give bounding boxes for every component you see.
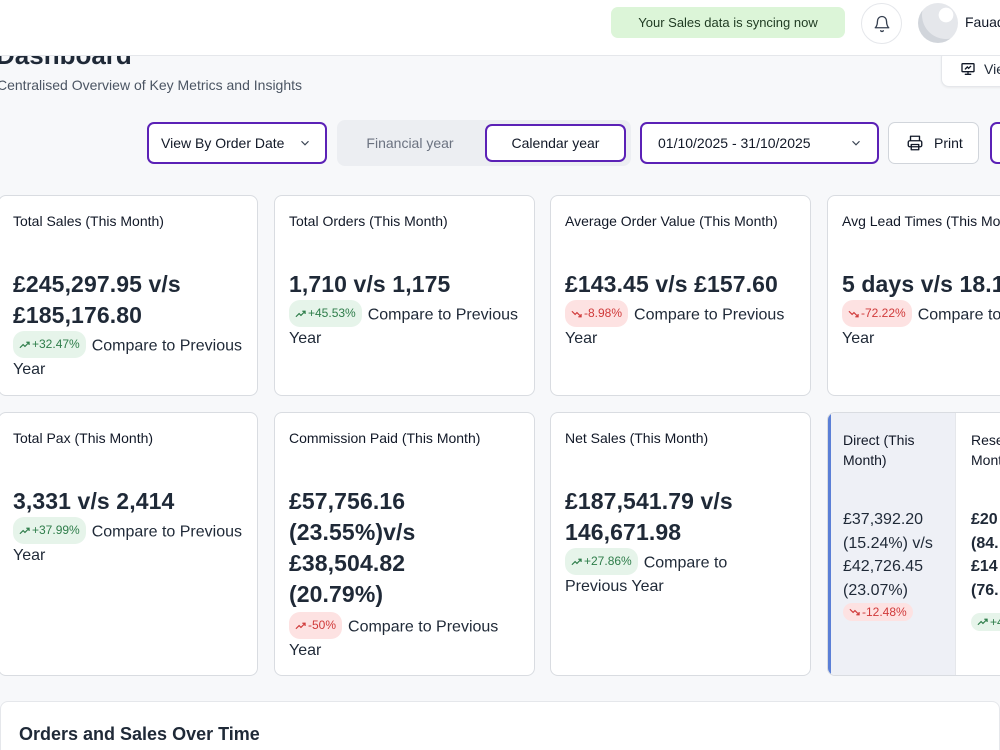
direct-previous-value: £42,726.45 xyxy=(843,558,924,575)
reseller-current-share: (84. xyxy=(971,534,999,552)
change-badge: +4 xyxy=(971,613,1000,631)
kpi-card-net-sales: Net Sales (This Month) £187,541.79 v/s 1… xyxy=(550,412,811,676)
printer-icon xyxy=(907,135,923,151)
change-value: +45.53% xyxy=(308,306,356,320)
change-badge: -12.48% xyxy=(843,603,913,621)
card-value: £245,297.95 v/s £185,176.80 xyxy=(13,271,181,328)
compare-text: Compare to Previous Year xyxy=(13,337,243,379)
present-view-button[interactable]: View xyxy=(941,50,1000,87)
dashboard-main: Dashboard Centralised Overview of Key Me… xyxy=(0,40,1000,750)
change-value: +37.99% xyxy=(32,523,80,537)
date-range-picker[interactable]: 01/10/2025 - 31/10/2025 xyxy=(640,122,879,164)
chart-section-title: Orders and Sales Over Time xyxy=(19,724,260,744)
chevron-down-icon xyxy=(851,140,860,146)
avatar[interactable] xyxy=(918,3,958,43)
change-badge: +45.53% xyxy=(289,300,362,327)
trend-down-icon xyxy=(849,608,860,616)
kpi-card-commission-paid: Commission Paid (This Month) £57,756.16 … xyxy=(274,412,535,676)
card-value: 5 days v/s 18.1 xyxy=(842,271,1000,297)
kpi-card-avg-lead-times: Avg Lead Times (This Month) 5 days v/s 1… xyxy=(827,195,1000,396)
trend-up-icon xyxy=(295,310,306,317)
change-badge: +27.86% xyxy=(565,548,638,575)
card-value: £143.45 v/s £157.60 xyxy=(565,271,778,297)
orders-sales-chart-panel: Orders and Sales Over Time xyxy=(0,701,1000,750)
change-value: -8.98% xyxy=(584,306,623,320)
change-badge: +37.99% xyxy=(13,517,86,544)
card-label: Commission Paid (This Month) xyxy=(289,430,481,446)
card-value: £187,541.79 v/s 146,671.98 xyxy=(565,488,733,545)
compare-text: Compare to Previous Year xyxy=(565,306,785,348)
channel-direct-panel[interactable]: Direct (This Month) £37,392.20 (15.24%) … xyxy=(828,413,955,675)
sync-status-banner: Your Sales data is syncing now xyxy=(611,7,845,38)
card-value: £20 (84. £14 (76. xyxy=(971,508,999,602)
trend-up-icon xyxy=(19,527,30,534)
page-subtitle: Centralised Overview of Key Metrics and … xyxy=(0,77,303,93)
trend-up-icon xyxy=(295,622,306,629)
notifications-button[interactable] xyxy=(861,3,902,44)
change-value: -72.22% xyxy=(861,306,906,320)
direct-previous-share: (23.07%) xyxy=(843,581,908,599)
trend-down-icon xyxy=(571,310,582,317)
date-range-value: 01/10/2025 - 31/10/2025 xyxy=(658,135,811,151)
card-label: Total Sales (This Month) xyxy=(13,213,164,229)
bell-icon xyxy=(874,15,889,32)
print-button[interactable]: Print xyxy=(888,122,979,164)
reseller-current-value: £20 xyxy=(971,511,998,528)
kpi-card-total-orders: Total Orders (This Month) 1,710 v/s 1,17… xyxy=(274,195,535,396)
compare-text: Compare to Previous Year xyxy=(289,618,499,660)
user-name[interactable]: Fauad xyxy=(965,14,1000,30)
kpi-card-sales-by-channel: Direct (This Month) £37,392.20 (15.24%) … xyxy=(827,412,1000,676)
card-label: Net Sales (This Month) xyxy=(565,430,709,446)
card-label: Total Pax (This Month) xyxy=(13,430,154,446)
change-value: +32.47% xyxy=(32,337,80,351)
card-label: Total Orders (This Month) xyxy=(289,213,448,229)
card-value: £57,756.16 (23.55%)v/s £38,504.82 (20.79… xyxy=(289,488,416,607)
filter-controls: View By Order Date Financial year Calend… xyxy=(0,120,1000,166)
view-by-dropdown[interactable]: View By Order Date xyxy=(147,122,327,164)
trend-up-icon xyxy=(977,618,988,626)
channel-reseller-panel[interactable]: Rese Mont £20 (84. £14 (76. +4 xyxy=(955,413,1000,675)
trend-up-icon xyxy=(571,558,582,565)
card-value: 1,710 v/s 1,175 xyxy=(289,271,451,297)
change-value: +27.86% xyxy=(584,554,632,568)
trend-down-icon xyxy=(848,310,859,317)
change-value: -50% xyxy=(308,618,337,632)
change-badge: -72.22% xyxy=(842,300,912,327)
change-badge: +32.47% xyxy=(13,331,86,358)
direct-current-value: £37,392.20 xyxy=(843,511,924,528)
change-badge: -50% xyxy=(289,612,343,639)
compare-text: Compare to Previous Year xyxy=(565,554,728,596)
card-label: Rese Mont xyxy=(971,430,1000,470)
compare-text: Compare to Previous Year xyxy=(13,523,243,565)
card-value: 3,331 v/s 2,414 xyxy=(13,488,175,514)
kpi-card-total-pax: Total Pax (This Month) 3,331 v/s 2,414 +… xyxy=(0,412,258,676)
direct-current-share: (15.24%) v/s xyxy=(843,534,933,552)
compare-text: Compare to Previous Year xyxy=(289,306,519,348)
view-by-value: View By Order Date xyxy=(161,135,285,151)
tab-financial-year[interactable]: Financial year xyxy=(366,135,454,151)
change-value: +4 xyxy=(990,615,1000,629)
export-button[interactable] xyxy=(990,122,1000,164)
year-type-toggle: Financial year Calendar year xyxy=(337,120,631,166)
card-value: £37,392.20 (15.24%) v/s £42,726.45 (23.0… xyxy=(843,508,933,602)
trend-up-icon xyxy=(19,341,30,348)
reseller-label-line1: Rese xyxy=(971,432,1000,448)
change-value: -12.48% xyxy=(862,605,907,619)
kpi-card-total-sales: Total Sales (This Month) £245,297.95 v/s… xyxy=(0,195,258,396)
card-label: Direct (This Month) xyxy=(843,432,915,468)
chevron-down-icon xyxy=(301,140,310,146)
compare-text: Compare to Previous Year xyxy=(842,306,1000,348)
reseller-previous-share: (76. xyxy=(971,581,999,599)
print-label: Print xyxy=(934,135,963,151)
reseller-label-line2: Mont xyxy=(971,452,1000,468)
reseller-previous-value: £14 xyxy=(971,558,998,575)
change-badge: -8.98% xyxy=(565,300,629,327)
presentation-icon xyxy=(961,62,975,75)
present-view-label: View xyxy=(984,60,1000,77)
card-label: Avg Lead Times (This Month) xyxy=(842,213,1000,229)
kpi-card-average-order-value: Average Order Value (This Month) £143.45… xyxy=(550,195,811,396)
tab-calendar-year[interactable]: Calendar year xyxy=(485,124,626,162)
card-label: Average Order Value (This Month) xyxy=(565,213,778,229)
top-bar: Your Sales data is syncing now Fauad xyxy=(0,0,1000,56)
